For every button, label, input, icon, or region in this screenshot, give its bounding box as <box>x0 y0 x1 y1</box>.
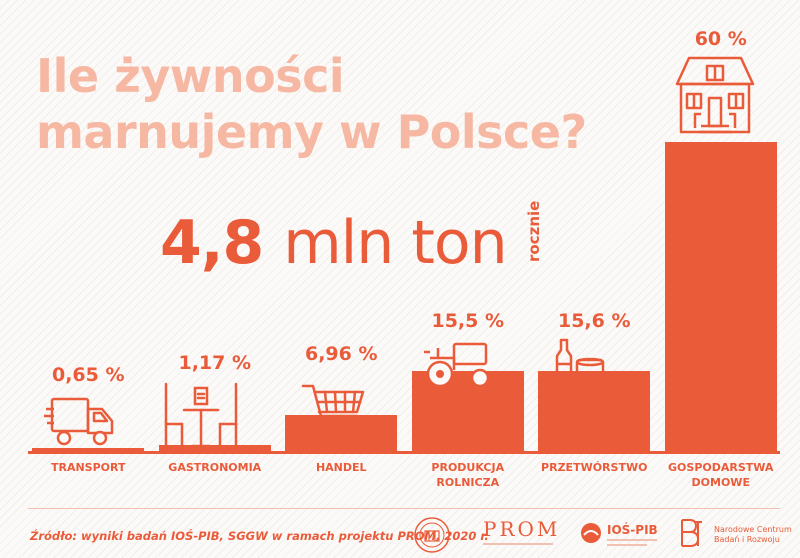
title-line-1: Ile żywności <box>36 49 345 103</box>
title-line-2: marnujemy w Polsce? <box>36 105 587 159</box>
category-label: HANDEL <box>315 461 367 474</box>
prom-logo-text: PROM <box>483 517 561 541</box>
restaurant-table-icon <box>164 382 238 448</box>
house-icon <box>675 56 755 134</box>
value-label: 60 % <box>694 28 747 50</box>
category-label: GOSPODARSTWA DOMOWE <box>668 461 774 489</box>
total-period: rocznie <box>525 200 543 262</box>
value-label: 6,96 % <box>304 343 378 365</box>
ncbr-logo-line-2: Badań i Rozwoju <box>714 535 780 544</box>
total-unit: mln ton <box>283 208 507 278</box>
total-amount: 4,8 mln ton <box>160 208 508 278</box>
value-label: 1,17 % <box>178 352 252 374</box>
bar-gastronomia <box>158 444 271 451</box>
value-label: 15,5 % <box>431 310 505 332</box>
value-label: 0,65 % <box>51 364 125 386</box>
ios-pib-logo: IOŚ-PIB <box>580 520 670 550</box>
source-note: Źródło: wyniki badań IOŚ-PIB, SGGW w ram… <box>30 529 489 543</box>
bar-transport <box>32 447 145 451</box>
food-bank-logo-icon <box>414 517 450 553</box>
category-label: TRANSPORT <box>50 461 126 474</box>
ncbr-logo: Narodowe Centrum Badań i Rozwoju <box>678 518 792 552</box>
truck-icon <box>44 397 114 446</box>
ios-pib-logo-icon <box>581 523 601 543</box>
chart-baseline <box>28 451 780 454</box>
category-label: PRZETWÓRSTWO <box>541 461 648 474</box>
bottle-and-can-icon <box>555 338 605 388</box>
ncbr-logo-icon <box>681 519 702 547</box>
tractor-icon <box>424 342 490 388</box>
footer-divider <box>28 508 780 509</box>
ios-pib-logo-text: IOŚ-PIB <box>607 523 658 537</box>
bar-produkcja-rolnicza <box>411 371 524 451</box>
category-label: PRODUKCJA ROLNICZA <box>431 461 505 489</box>
prom-logo: PROM <box>483 518 563 548</box>
bar-handel <box>285 415 398 451</box>
category-label: GASTRONOMIA <box>168 461 262 474</box>
page-title: Ile żywności marnujemy w Polsce? <box>36 48 636 160</box>
ncbr-logo-line-1: Narodowe Centrum <box>714 525 792 534</box>
bar-gospodarstwa-domowe <box>664 142 777 451</box>
value-label: 15,6 % <box>557 310 631 332</box>
shopping-cart-icon <box>301 384 365 432</box>
total-value: 4,8 <box>160 208 264 278</box>
